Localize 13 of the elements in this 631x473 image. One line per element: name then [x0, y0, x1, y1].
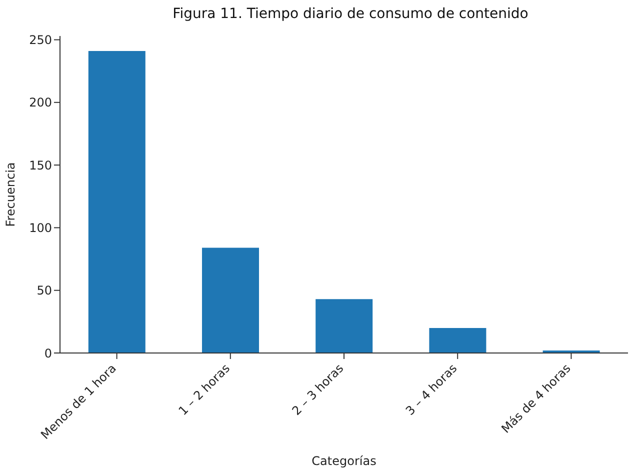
y-tick-label: 200: [29, 96, 52, 110]
y-tick-label: 100: [29, 220, 52, 235]
bar: [429, 328, 486, 353]
x-axis-title: Categorías: [312, 454, 376, 468]
y-tick-label: 150: [29, 158, 52, 172]
bar: [316, 299, 373, 353]
y-tick-label: 50: [36, 284, 52, 298]
y-tick-label: 0: [44, 346, 52, 360]
y-axis-title: Frecuencia: [3, 162, 18, 227]
y-tick-label: 250: [29, 33, 52, 48]
chart-title: Figura 11. Tiempo diario de consumo de contenido: [172, 5, 530, 24]
bar: [88, 51, 146, 353]
bar: [202, 248, 259, 353]
